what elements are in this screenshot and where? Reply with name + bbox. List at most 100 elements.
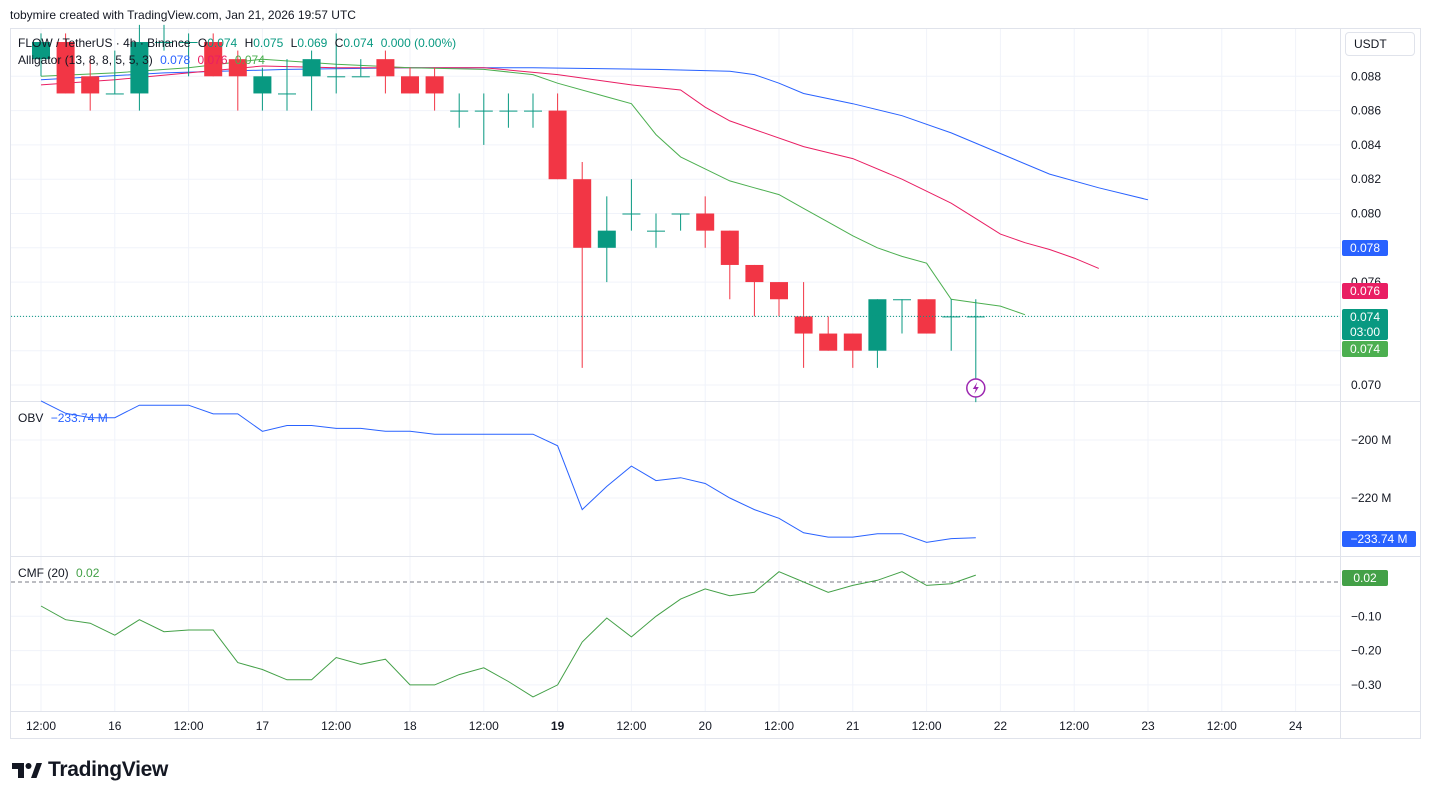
time-tick-label: 12:00 bbox=[469, 719, 499, 733]
chart-frame bbox=[10, 28, 1421, 739]
cmf-value: 0.02 bbox=[76, 566, 100, 580]
cmf-tick-label: −0.20 bbox=[1351, 644, 1382, 658]
candle-body-up bbox=[253, 76, 272, 94]
candle-body-down bbox=[81, 76, 100, 94]
candle-body-up bbox=[597, 230, 616, 248]
lightning-icon bbox=[972, 382, 979, 394]
time-tick-label: 12:00 bbox=[1207, 719, 1237, 733]
time-tick-label: 21 bbox=[846, 719, 860, 733]
candle-body-down bbox=[425, 76, 444, 94]
candle-body-down bbox=[843, 333, 862, 351]
candle-body-up bbox=[351, 76, 370, 78]
change-value: 0.000 (0.00%) bbox=[380, 36, 457, 50]
price-tick-label: 0.082 bbox=[1351, 172, 1381, 186]
price-tick-label: 0.070 bbox=[1351, 378, 1381, 392]
candle-body-up bbox=[622, 213, 641, 215]
candle-body-up bbox=[966, 316, 985, 318]
obv-line bbox=[40, 400, 976, 543]
candle-body-up bbox=[155, 42, 173, 43]
candle-body-down bbox=[745, 264, 764, 283]
alligator-teeth-value: 0.076 bbox=[197, 53, 228, 67]
symbol-title[interactable]: FLOW / TetherUS · 4h · Binance bbox=[18, 36, 191, 50]
obv-price-tag: −233.74 M bbox=[1342, 531, 1416, 547]
candle-body-up bbox=[105, 93, 124, 95]
candle-body-up bbox=[130, 42, 149, 94]
candle-body-up bbox=[302, 59, 321, 77]
time-tick-label: 12:00 bbox=[616, 719, 646, 733]
time-tick-label: 18 bbox=[403, 719, 417, 733]
time-tick-label: 12:00 bbox=[174, 719, 204, 733]
candle-body-up bbox=[893, 299, 911, 301]
lips-price-tag: 0.074 bbox=[1342, 341, 1388, 357]
time-tick-label: 12:00 bbox=[912, 719, 942, 733]
candle-body-down bbox=[376, 59, 395, 77]
obv-legend[interactable]: OBV −233.74 M bbox=[18, 411, 108, 425]
candle-body-up bbox=[868, 299, 887, 351]
candle-body-up bbox=[647, 230, 665, 232]
alligator-jaw-line bbox=[40, 67, 1149, 201]
chart-credit: tobymire created with TradingView.com, J… bbox=[10, 8, 356, 22]
candle-body-up bbox=[450, 110, 469, 112]
candle-body-up bbox=[32, 42, 50, 60]
candle-body-down bbox=[548, 110, 567, 180]
obv-tick-label: −220 M bbox=[1351, 491, 1391, 505]
candle-body-up bbox=[671, 213, 690, 215]
candle-body-down bbox=[228, 59, 247, 77]
tradingview-logo-icon bbox=[12, 763, 42, 778]
obv-tick-label: −200 M bbox=[1351, 433, 1391, 447]
time-tick-label: 22 bbox=[994, 719, 1008, 733]
open-value: 0.074 bbox=[207, 36, 238, 50]
candle-body-down bbox=[401, 76, 419, 94]
countdown-tag: 03:00 bbox=[1342, 324, 1388, 340]
time-tick-label: 16 bbox=[108, 719, 122, 733]
alligator-label: Alligator (13, 8, 8, 5, 5, 3) bbox=[18, 53, 153, 67]
currency-button[interactable]: USDT bbox=[1345, 32, 1415, 56]
candle-body-down bbox=[720, 230, 739, 265]
tradingview-wordmark: TradingView bbox=[48, 758, 169, 781]
candle-body-up bbox=[474, 110, 493, 112]
price-tick-label: 0.086 bbox=[1351, 104, 1381, 118]
high-label: H bbox=[244, 36, 254, 50]
open-label: O bbox=[197, 36, 208, 50]
time-tick-label: 12:00 bbox=[321, 719, 351, 733]
low-value: 0.069 bbox=[297, 36, 328, 50]
teeth-price-tag: 0.076 bbox=[1342, 283, 1388, 299]
candle-body-up bbox=[179, 42, 198, 43]
price-tick-label: 0.080 bbox=[1351, 207, 1381, 221]
alligator-teeth-line bbox=[40, 65, 1099, 269]
candle-body-up bbox=[499, 110, 518, 112]
alligator-lips-value: 0.074 bbox=[234, 53, 265, 67]
candle-body-down bbox=[573, 179, 592, 248]
candle-body-down bbox=[819, 333, 838, 351]
price-tick-label: 0.084 bbox=[1351, 138, 1381, 152]
time-tick-label: 24 bbox=[1289, 719, 1303, 733]
last-price-tag: 0.074 bbox=[1342, 309, 1388, 325]
cmf-label: CMF (20) bbox=[18, 566, 69, 580]
candle-body-up bbox=[278, 93, 296, 95]
time-tick-label: 20 bbox=[699, 719, 713, 733]
price-tick-label: 0.088 bbox=[1351, 69, 1381, 83]
candle-body-up bbox=[524, 110, 542, 112]
low-label: L bbox=[290, 36, 298, 50]
time-tick-label: 12:00 bbox=[26, 719, 56, 733]
candle-body-down bbox=[696, 213, 715, 231]
cmf-line bbox=[40, 571, 976, 698]
cmf-price-tag: 0.02 bbox=[1342, 570, 1388, 586]
time-tick-label: 23 bbox=[1141, 719, 1155, 733]
time-tick-label: 19 bbox=[551, 719, 565, 733]
candle-body-down bbox=[204, 42, 223, 77]
candle-body-down bbox=[794, 316, 813, 334]
close-label: C bbox=[334, 36, 344, 50]
close-value: 0.074 bbox=[343, 36, 374, 50]
time-tick-label: 12:00 bbox=[1059, 719, 1089, 733]
high-value: 0.075 bbox=[253, 36, 284, 50]
alligator-legend[interactable]: Alligator (13, 8, 8, 5, 5, 3) 0.078 0.07… bbox=[18, 53, 265, 67]
candle-body-down bbox=[56, 42, 75, 94]
tradingview-logo[interactable]: TradingView bbox=[12, 758, 168, 782]
obv-label: OBV bbox=[18, 411, 44, 425]
jaw-price-tag: 0.078 bbox=[1342, 240, 1388, 256]
time-tick-label: 12:00 bbox=[764, 719, 794, 733]
cmf-legend[interactable]: CMF (20) 0.02 bbox=[18, 566, 99, 580]
candle-body-up bbox=[327, 76, 346, 78]
